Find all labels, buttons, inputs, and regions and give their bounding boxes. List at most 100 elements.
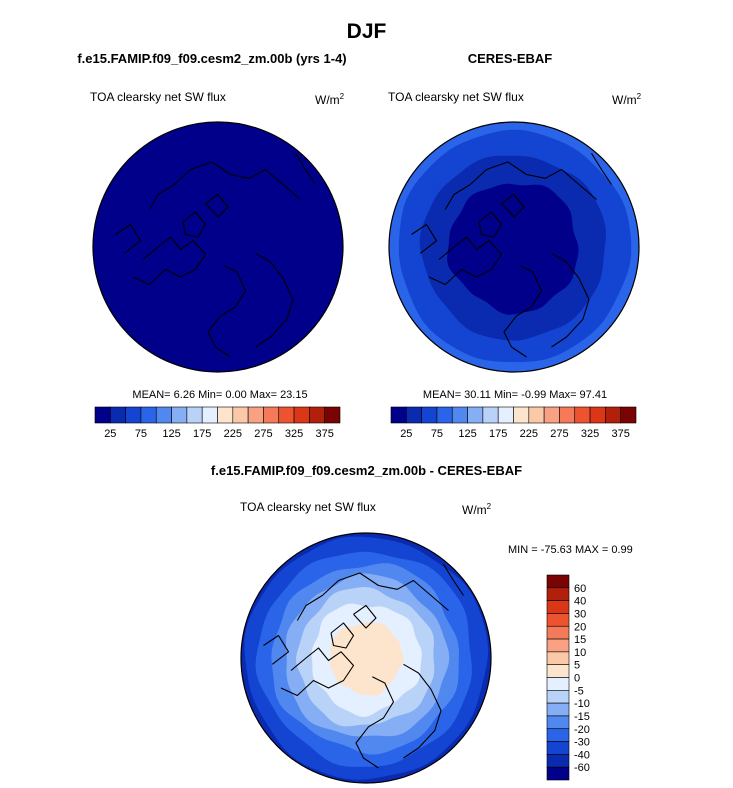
colorbar-swatch-1-12 — [278, 406, 295, 424]
colorbar-swatch-2-5 — [467, 406, 484, 424]
colorbar-swatch-2-2 — [421, 406, 438, 424]
colorbar-tick-label-1-1: 75 — [135, 428, 147, 440]
map-boundary-2 — [388, 121, 640, 373]
colorbar-swatch-1-0 — [94, 406, 111, 424]
colorbar-1: 25 75 125 175 225 275 325 375 — [94, 406, 341, 440]
colorbar-tick-label-3-12: -30 — [574, 737, 590, 749]
map1-coastline-7 — [295, 153, 316, 185]
colorbar-swatch-1-8 — [217, 406, 234, 424]
colorbar-swatch-2-3 — [436, 406, 453, 424]
map2-coastline-1 — [428, 236, 503, 286]
colorbar-swatch-3-3 — [546, 613, 570, 627]
map3-coastline-3 — [403, 663, 442, 759]
colorbar-tick-label-3-8: -5 — [574, 685, 584, 697]
map3-coastline-1 — [280, 647, 355, 697]
colorbar-tick-label-3-0: 60 — [574, 583, 586, 595]
panel2-title: CERES-EBAF — [467, 51, 553, 66]
map2-coastline-5 — [501, 193, 525, 218]
map-panel-1 — [92, 121, 344, 373]
colorbar-swatch-2-14 — [605, 406, 621, 424]
colorbar-tick-label-3-11: -20 — [574, 724, 590, 736]
map-field-2 — [389, 122, 639, 372]
map-field-3 — [241, 533, 491, 783]
colorbar-swatch-1-7 — [201, 406, 218, 424]
colorbar-swatch-1-4 — [155, 406, 172, 424]
map3-coastline-2 — [355, 676, 395, 769]
contour-band-1-0 — [93, 122, 343, 372]
colorbar-tick-label-3-14: -60 — [574, 762, 590, 774]
colorbar-swatch-2-8 — [513, 406, 530, 424]
colorbar-tick-label-1-0: 25 — [104, 428, 116, 440]
colorbar-tick-label-3-13: -40 — [574, 749, 590, 761]
map2-coastline-7 — [591, 153, 612, 185]
colorbar-tick-label-2-2: 125 — [458, 428, 476, 440]
colorbar-swatch-2-11 — [559, 406, 576, 424]
colorbar-tick-label-2-0: 25 — [400, 428, 412, 440]
panel3-variable-label: TOA clearsky net SW flux — [240, 500, 376, 514]
colorbar-tick-label-1-3: 175 — [193, 428, 211, 440]
panel1-stats: MEAN= 6.26 Min= 0.00 Max= 23.15 — [132, 389, 308, 401]
colorbar-tick-label-2-1: 75 — [431, 428, 443, 440]
map3-coastline-4 — [330, 622, 355, 649]
colorbar-tick-label-1-7: 375 — [316, 428, 334, 440]
colorbar-swatch-2-6 — [482, 406, 499, 424]
colorbar-swatch-2-15 — [620, 406, 637, 424]
colorbar-swatch-3-2 — [546, 600, 570, 614]
colorbar-swatch-3-6 — [546, 651, 570, 665]
figure-title: DJF — [346, 20, 387, 43]
panel3-title: f.e15.FAMIP.f09_f09.cesm2_zm.00b - CERES… — [210, 463, 523, 478]
panel3-units: W/m2 — [462, 502, 492, 517]
map2-coastline-3 — [551, 252, 590, 348]
colorbar-tick-label-2-6: 325 — [581, 428, 599, 440]
colorbar-swatch-3-15 — [546, 766, 570, 781]
colorbar-swatch-2-4 — [451, 406, 468, 424]
colorbar-swatch-3-4 — [546, 625, 570, 640]
colorbar-swatch-3-5 — [546, 638, 570, 653]
map1-coastline-1 — [132, 236, 207, 286]
colorbar-swatch-3-14 — [546, 754, 570, 768]
map-boundary-1 — [92, 121, 344, 373]
colorbar-swatch-2-1 — [406, 406, 422, 424]
map-field-1 — [93, 122, 343, 372]
colorbar-swatch-3-0 — [546, 574, 570, 589]
colorbar-swatch-1-2 — [125, 406, 142, 424]
map3-coastline-6 — [263, 634, 290, 665]
map1-coastline-4 — [182, 211, 207, 238]
colorbar-tick-label-3-1: 40 — [574, 596, 586, 608]
map1-coastline-2 — [207, 265, 247, 358]
colorbar-tick-label-1-2: 125 — [162, 428, 180, 440]
panel2-units: W/m2 — [612, 92, 642, 107]
panel1-units: W/m2 — [315, 92, 345, 107]
map2-coastline-2 — [503, 265, 543, 358]
colorbar-swatch-1-14 — [309, 406, 325, 424]
colorbar-tick-label-2-4: 225 — [520, 428, 538, 440]
panel2-stats: MEAN= 30.11 Min= -0.99 Max= 97.41 — [422, 389, 608, 401]
colorbar-tick-label-3-6: 5 — [574, 660, 580, 672]
colorbar-swatch-3-10 — [546, 702, 570, 717]
colorbar-swatch-3-1 — [546, 587, 570, 601]
contour-band-3-7 — [330, 622, 404, 696]
colorbar-swatch-3-8 — [546, 677, 570, 691]
map1-coastline-5 — [205, 193, 229, 218]
map1-coastline-6 — [115, 223, 142, 254]
colorbar-swatch-2-13 — [589, 406, 606, 424]
colorbar-swatch-1-1 — [110, 406, 126, 424]
colorbar-tick-label-3-5: 10 — [574, 647, 586, 659]
panel2-variable-label: TOA clearsky net SW flux — [388, 90, 524, 104]
colorbar-tick-label-3-4: 15 — [574, 634, 586, 646]
map3-coastline-7 — [443, 564, 464, 596]
colorbar-swatch-2-12 — [574, 406, 591, 424]
panel1-title: f.e15.FAMIP.f09_f09.cesm2_zm.00b (yrs 1-… — [77, 51, 347, 66]
colorbar-swatch-3-12 — [546, 728, 570, 742]
map-panel-3 — [240, 532, 492, 784]
colorbar-swatch-1-9 — [232, 406, 249, 424]
colorbar-tick-label-3-3: 20 — [574, 621, 586, 633]
colorbar-tick-label-3-7: 0 — [574, 673, 580, 685]
colorbar-swatch-1-6 — [186, 406, 203, 424]
panel3-stats: MIN = -75.63 MAX = 0.99 — [508, 544, 633, 556]
map2-coastline-4 — [478, 211, 503, 238]
colorbar-swatch-1-10 — [247, 406, 264, 424]
map3-coastline-0 — [296, 572, 449, 621]
